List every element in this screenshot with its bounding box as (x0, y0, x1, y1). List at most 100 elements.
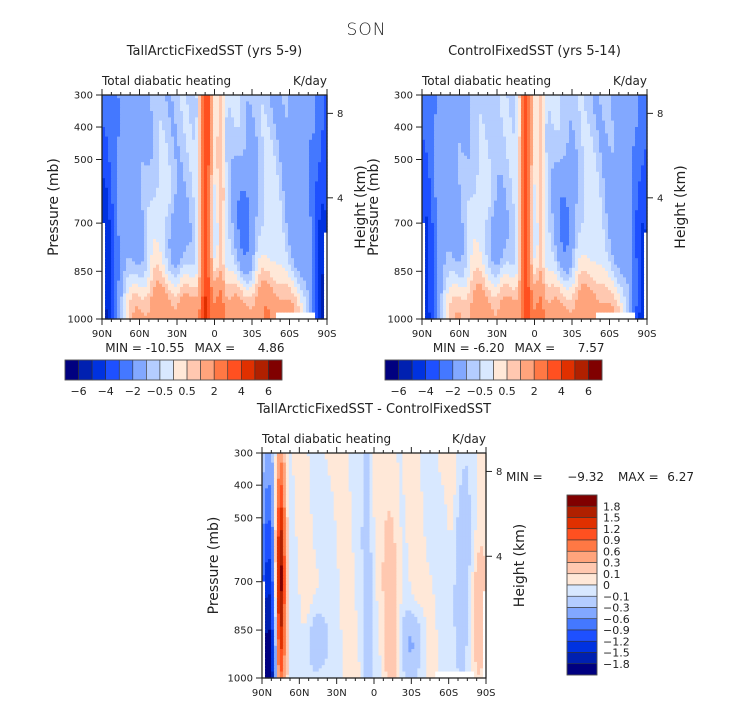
field-cell (222, 255, 226, 259)
field-cell (153, 143, 157, 147)
field-cell (108, 203, 112, 208)
field-cell (159, 181, 163, 186)
field-cell (255, 267, 259, 272)
field-cell (318, 255, 322, 259)
field-cell (114, 175, 118, 179)
field-cell (207, 133, 211, 138)
field-cell (255, 104, 259, 109)
field-cell (249, 159, 253, 163)
field-cell (117, 130, 121, 134)
field-cell (111, 242, 115, 246)
field-cell (216, 290, 220, 294)
field-cell (201, 248, 205, 253)
field-cell (276, 175, 280, 179)
field-cell (240, 299, 244, 304)
field-cell (237, 197, 241, 202)
field-cell (288, 149, 292, 154)
field-cell (156, 181, 160, 186)
field-cell (138, 213, 142, 218)
field-cell (183, 264, 187, 269)
field-cell (312, 111, 316, 115)
field-cell (162, 277, 166, 282)
field-cell (312, 101, 316, 106)
field-cell (120, 165, 124, 170)
field-cell (267, 165, 271, 170)
field-cell (138, 235, 142, 240)
field-cell (222, 197, 226, 202)
field-cell (126, 187, 130, 192)
field-cell (180, 303, 184, 307)
field-cell (237, 117, 241, 122)
field-cell (186, 152, 190, 157)
field-cell (300, 248, 304, 253)
field-cell (276, 98, 280, 102)
field-cell (195, 133, 199, 138)
field-cell (132, 299, 136, 304)
field-cell (309, 117, 313, 122)
field-cell (306, 213, 310, 218)
field-cell (111, 165, 115, 170)
field-cell (255, 191, 259, 195)
field-cell (219, 104, 223, 109)
field-cell (267, 178, 271, 182)
field-cell (267, 229, 271, 234)
field-cell (264, 210, 268, 214)
field-cell (285, 165, 289, 170)
field-cell (246, 191, 250, 195)
field-cell (126, 136, 130, 141)
field-cell (303, 178, 307, 182)
field-cell (150, 155, 154, 160)
field-cell (222, 130, 226, 134)
field-cell (165, 111, 169, 115)
field-cell (123, 207, 127, 211)
field-cell (108, 143, 112, 147)
field-cell (240, 296, 244, 301)
field-cell (198, 127, 202, 131)
field-cell (201, 130, 205, 134)
field-cell (261, 293, 265, 298)
field-cell (276, 232, 280, 237)
field-cell (210, 178, 214, 182)
field-cell (303, 175, 307, 179)
field-cell (243, 114, 247, 118)
field-cell (276, 261, 280, 266)
field-cell (306, 271, 310, 275)
field-cell (165, 95, 169, 99)
field-cell (288, 136, 292, 141)
field-cell (129, 178, 133, 182)
field-cell (297, 203, 301, 208)
field-cell (324, 283, 328, 288)
field-cell (252, 239, 256, 243)
field-cell (312, 194, 316, 198)
field-cell (192, 277, 196, 282)
field-cell (294, 104, 298, 109)
field-cell (189, 303, 193, 307)
field-cell (174, 306, 178, 310)
field-cell (303, 280, 307, 285)
field-cell (108, 235, 112, 240)
field-cell (300, 219, 304, 224)
field-cell (147, 159, 151, 163)
field-cell (306, 283, 310, 288)
field-cell (318, 143, 322, 147)
field-cell (120, 287, 124, 291)
field-cell (324, 271, 328, 275)
field-cell (321, 213, 325, 218)
field-cell (162, 184, 166, 189)
field-cell (303, 283, 307, 288)
field-cell (123, 293, 127, 298)
field-cell (258, 165, 262, 170)
field-cell (252, 152, 256, 157)
field-cell (141, 191, 145, 195)
field-cell (255, 293, 259, 298)
field-cell (234, 130, 238, 134)
field-cell (177, 114, 181, 118)
field-cell (324, 111, 328, 115)
field-cell (120, 264, 124, 269)
field-cell (252, 146, 256, 150)
field-cell (234, 187, 238, 192)
field-cell (297, 290, 301, 294)
field-cell (213, 251, 217, 256)
field-cell (291, 200, 295, 205)
field-cell (282, 152, 286, 157)
